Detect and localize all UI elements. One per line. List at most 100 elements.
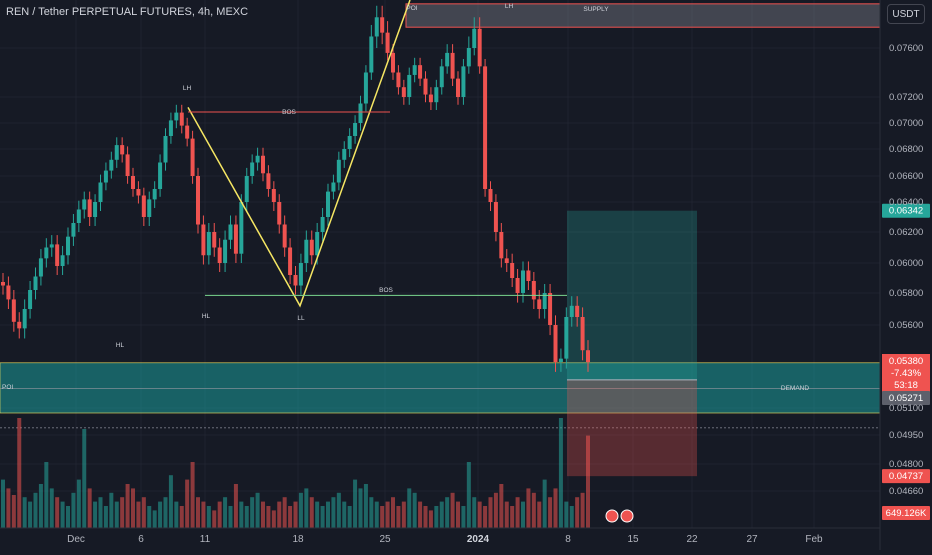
volume-bar [49,488,54,528]
currency-button[interactable]: USDT [887,4,925,24]
candle-body [380,17,385,33]
volume-bar [504,501,509,528]
candle-body [141,195,146,217]
volume-bar [261,501,265,528]
candle-body [76,209,81,223]
candle-body [412,65,417,75]
volume-bar [33,492,38,528]
demand-zone [0,362,881,414]
volume-bar [60,501,65,528]
volume-bar [320,506,325,528]
volume-bar [98,497,103,528]
volume-bar [76,479,81,528]
candle-body [499,232,504,259]
candle-body [445,52,450,67]
lh-label: LH [183,85,192,92]
candle-body [298,263,303,286]
y-tick-label: 0.07600 [889,43,923,54]
candle-body [423,78,428,95]
volume-bar [125,484,130,528]
candle-body [125,154,130,176]
y-tick-label: 0.06600 [889,171,923,182]
x-tick-label: 11 [200,534,211,545]
volume-bar [363,484,368,528]
candle-body [103,170,108,183]
volume-bar [239,501,244,528]
volume-bar [380,506,385,528]
candle-body [363,72,368,104]
y-tick-label: 0.05800 [889,288,923,299]
candle-body [515,278,520,293]
candle-body [304,239,309,263]
volume-value-label-bg [882,506,930,520]
volume-bar [401,501,406,528]
candle-body [136,189,141,196]
volume-bar [120,497,125,528]
volume-bar [282,497,287,528]
volume-bar [66,506,70,528]
y-tick-label: 0.04660 [889,486,923,497]
volume-bar [521,501,525,528]
entry-price-label-bg [882,391,930,405]
x-tick-label: 22 [686,534,698,545]
candle-body [255,155,260,163]
volume-bar [391,497,395,528]
candle-body [542,293,547,309]
volume-bar [196,497,200,528]
volume-bar [531,492,536,528]
y-tick-label: 0.04950 [889,430,923,441]
current-price-label: 0.05380 [889,356,923,367]
volume-bar [55,497,60,528]
candle-body [206,232,211,256]
candle-body [114,145,119,160]
price-change-label: -7.43% [891,368,922,379]
candle-body [504,258,509,263]
bos-upper-label: BOS [282,109,296,116]
volume-bar [212,510,217,528]
volume-bar [499,484,504,528]
candle-body [33,276,38,290]
supply-zone [405,3,881,28]
candle-body [6,285,11,300]
volume-bar [93,501,98,528]
candle-body [288,247,293,275]
volume-bar [201,501,206,528]
volume-bar [510,506,515,528]
candle-body [553,325,558,362]
event-flag-icon [620,509,634,523]
volume-bar [147,506,152,528]
candle-body [450,52,455,79]
zones [0,3,881,477]
candle-body [277,202,282,225]
candle-body [244,176,249,202]
volume-bar [82,429,87,528]
y-tick-label: 0.07200 [889,92,923,103]
volume-bar [168,475,173,528]
volume-bar [309,497,314,528]
volume-bar [223,497,228,528]
volume-bar [483,506,488,528]
candle-body [586,350,590,362]
tp-price-label-bg [882,203,930,218]
volume-bar [114,501,119,528]
candle-body [428,94,433,103]
candle-body [396,72,401,88]
candle-body [439,66,444,88]
candle-body [163,136,168,163]
candle-body [282,224,287,248]
volume-bar [331,497,336,528]
entry-price-label: 0.05271 [889,393,923,404]
candle-body [466,48,471,67]
volume-bar [315,501,320,528]
volume-bar [342,501,347,528]
candle-body [1,281,5,286]
volume-bar [450,492,455,528]
candle-body [358,103,363,123]
volume-bar [266,506,271,528]
candle-body [531,281,536,300]
volume-bar [385,501,390,528]
candle-body [342,149,347,160]
